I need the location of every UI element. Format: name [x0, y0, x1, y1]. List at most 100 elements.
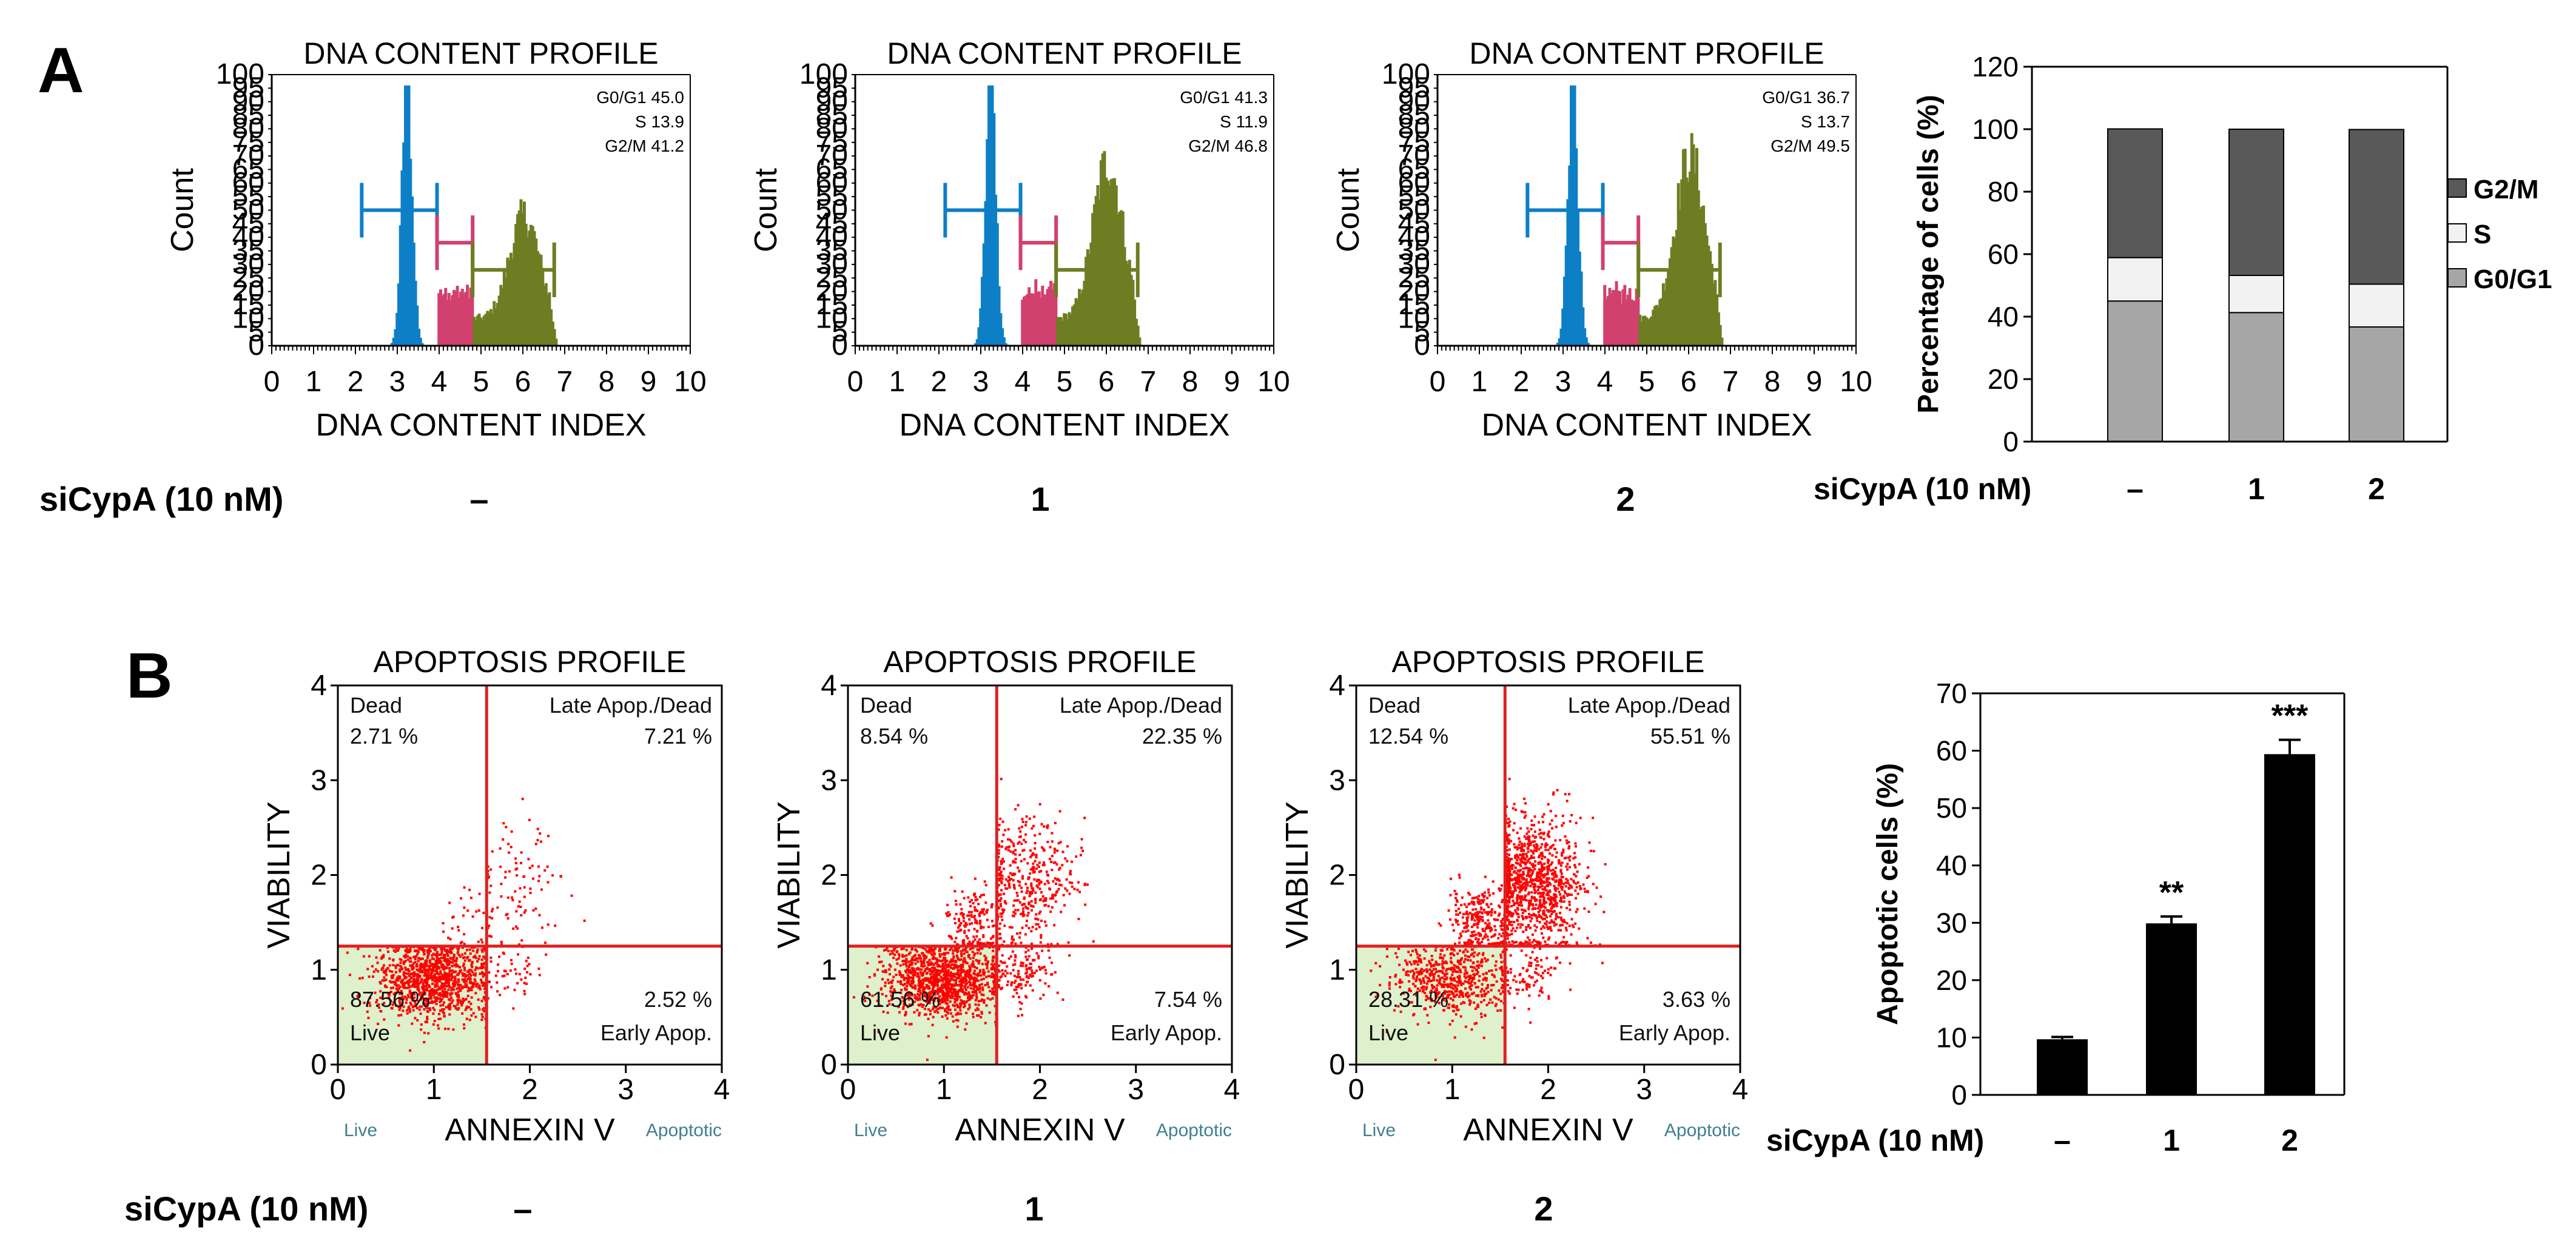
scatter-point [947, 963, 950, 966]
histogram-ytick: 100 [216, 58, 264, 90]
histogram-xtick: 2 [348, 366, 364, 398]
scatter-point [1522, 870, 1525, 873]
histogram-bar [1616, 291, 1620, 346]
scatter-point [1060, 910, 1063, 914]
scatter-point [982, 972, 985, 975]
scatter-point [423, 968, 426, 971]
scatter-point [514, 857, 517, 860]
scatter-point [432, 992, 435, 995]
scatter-point [976, 898, 979, 901]
scatter-point [1517, 915, 1520, 918]
scatter-point [1075, 855, 1078, 858]
condition-label-a: siCypA (10 nM) [39, 480, 283, 518]
scatter-ytick: 2 [311, 860, 327, 892]
histogram-bar [1083, 280, 1086, 346]
scatter-point [937, 959, 940, 962]
scatter-point [904, 1022, 907, 1025]
scatter-point [911, 986, 914, 989]
scatter-point [977, 1014, 980, 1017]
histogram-bar [1085, 257, 1088, 346]
scatter-point [408, 991, 411, 994]
scatter-point [393, 983, 396, 986]
scatter-point [1056, 849, 1059, 852]
scatter-point [417, 978, 420, 981]
scatter-point [445, 952, 448, 955]
scatter-point [428, 996, 431, 999]
scatter-point [929, 991, 932, 994]
scatter-point [1467, 892, 1470, 895]
histogram-xtick: 9 [641, 366, 657, 398]
scatter-point [406, 981, 409, 984]
scatter-point [957, 918, 960, 921]
histogram-bar [519, 199, 523, 346]
scatter-ytick: 4 [821, 670, 837, 702]
scatter-point [423, 978, 426, 981]
scatter-point [901, 996, 904, 999]
scatter-point [1012, 861, 1015, 864]
scatter-point [1007, 875, 1011, 878]
scatter-point [905, 988, 908, 991]
scatter-point [424, 984, 427, 988]
histogram-bar [397, 283, 400, 346]
scatter-point [1499, 888, 1502, 891]
scatter-point [523, 989, 526, 992]
histogram-bar [1712, 283, 1715, 346]
scatter-point [1548, 889, 1551, 892]
scatter-point [432, 952, 435, 955]
scatter-point [429, 972, 432, 975]
condition-a-3: 2 [1616, 480, 1635, 518]
scatter-point [980, 1012, 983, 1015]
scatter-point [1014, 861, 1017, 864]
scatter-point [1017, 842, 1020, 845]
scatter-point [1399, 1010, 1402, 1013]
scatter-point [1546, 870, 1549, 873]
scatter-point [428, 993, 431, 996]
scatter-point [1470, 913, 1473, 916]
scatter-point [409, 1049, 412, 1052]
scatter-point [463, 978, 466, 981]
scatter-point [437, 977, 440, 980]
scatter-point [918, 1012, 921, 1015]
scatter-point [442, 995, 445, 998]
scatter-point [520, 914, 523, 917]
scatter-point [1547, 997, 1550, 1000]
scatter-point [413, 991, 416, 994]
scatter-point [1539, 902, 1542, 905]
scatter-point [1032, 867, 1035, 870]
scatter-point [523, 886, 526, 889]
histogram-ytick: 40 [1398, 221, 1430, 253]
scatter-point [397, 1005, 400, 1008]
scatter-point [412, 971, 415, 974]
scatter-point [975, 967, 978, 970]
scatter-xtick: 1 [426, 1074, 442, 1106]
scatter-point [997, 855, 1000, 858]
scatter-point [457, 1006, 460, 1009]
scatter-point [946, 983, 949, 986]
scatter-point [983, 913, 986, 916]
scatter-point [997, 852, 1000, 855]
scatter-point [1573, 852, 1576, 855]
histogram-bar [1575, 148, 1578, 346]
scatter-point [953, 964, 957, 967]
histogram-ytick: 0 [248, 329, 264, 362]
scatter-point [961, 890, 964, 893]
scatter-point [409, 964, 412, 967]
scatter-point [466, 989, 469, 992]
scatter-point [997, 894, 1000, 897]
scatter-point [947, 984, 950, 988]
scatter-ylabel: VIABILITY [261, 801, 297, 949]
scatter-point [417, 1000, 420, 1003]
scatter-point [1018, 870, 1021, 873]
scatter-point [938, 988, 941, 991]
histogram-bar [1652, 309, 1655, 346]
scatter-point [1007, 880, 1010, 883]
histogram-xtick: 6 [1681, 366, 1697, 398]
scatter-point [402, 983, 405, 986]
scatter-point [536, 839, 539, 842]
scatter-point [407, 969, 410, 972]
scatter-point [386, 967, 389, 970]
scatter-point [1043, 825, 1046, 828]
scatter-point [1027, 949, 1030, 952]
scatter-point [951, 994, 954, 997]
scatter-point [471, 966, 474, 969]
